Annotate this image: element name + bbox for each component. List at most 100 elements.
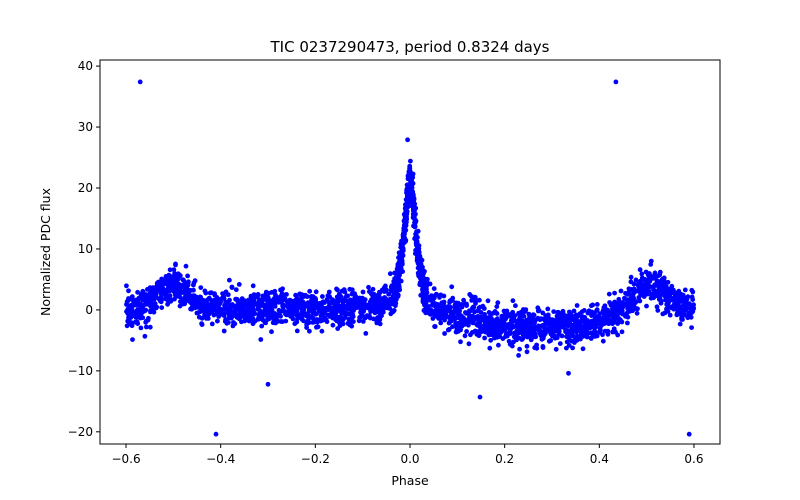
data-point <box>397 254 403 259</box>
data-point <box>517 346 522 352</box>
data-point <box>476 305 482 311</box>
data-point <box>204 316 209 321</box>
data-point <box>269 329 274 335</box>
data-point <box>172 296 177 302</box>
data-point <box>471 304 476 310</box>
x-axis-label: Phase <box>391 473 429 488</box>
data-point <box>620 304 626 309</box>
data-point <box>294 312 300 318</box>
data-point <box>648 262 654 267</box>
data-point <box>411 215 417 220</box>
data-point <box>272 301 278 307</box>
data-point <box>315 302 321 308</box>
data-point <box>459 313 464 319</box>
data-point <box>157 298 163 304</box>
data-point <box>341 297 347 303</box>
data-point <box>567 309 572 315</box>
data-point <box>548 331 554 337</box>
data-point <box>511 324 517 329</box>
data-point <box>344 305 350 311</box>
data-point <box>605 331 611 337</box>
data-point <box>258 337 264 342</box>
data-point <box>598 327 603 333</box>
data-point <box>665 308 671 314</box>
data-point <box>471 314 477 320</box>
x-tick-label: −0.6 <box>111 452 140 466</box>
data-point <box>125 307 130 313</box>
y-tick-label: 40 <box>78 59 93 73</box>
data-point <box>193 295 199 301</box>
data-point <box>126 311 132 317</box>
data-point <box>350 314 356 319</box>
data-point <box>362 305 368 311</box>
data-point <box>391 308 397 313</box>
data-point <box>272 288 278 294</box>
data-point <box>284 310 290 316</box>
data-point <box>215 307 221 313</box>
data-point <box>637 267 643 273</box>
data-point <box>494 304 500 309</box>
data-point <box>185 293 191 299</box>
data-point <box>600 315 606 321</box>
data-point <box>310 320 316 325</box>
data-point <box>147 324 153 330</box>
data-point <box>653 292 658 298</box>
data-point <box>427 297 433 303</box>
data-point <box>499 316 505 322</box>
data-point <box>384 297 390 303</box>
data-point <box>680 299 686 305</box>
data-point <box>597 311 603 317</box>
data-point <box>517 317 523 322</box>
data-point <box>571 308 577 314</box>
data-point <box>524 349 530 355</box>
data-point <box>680 293 686 299</box>
data-point <box>159 286 164 291</box>
data-point <box>654 304 660 310</box>
data-point <box>548 338 554 343</box>
data-point <box>658 300 664 306</box>
data-point <box>325 312 331 318</box>
data-point <box>165 293 171 299</box>
data-point <box>278 313 283 319</box>
data-point <box>172 284 178 290</box>
data-point <box>421 287 427 293</box>
data-point <box>375 315 381 320</box>
data-point <box>280 286 285 292</box>
data-point <box>516 310 521 316</box>
data-point <box>680 313 685 318</box>
data-point <box>348 297 353 303</box>
data-point <box>648 295 654 301</box>
x-tick-label: 0.0 <box>400 452 419 466</box>
data-point <box>551 309 557 314</box>
outlier-point <box>613 79 619 85</box>
data-point <box>299 295 305 300</box>
data-point <box>180 277 186 283</box>
data-point <box>203 307 209 313</box>
data-point <box>233 287 239 293</box>
data-point <box>198 285 204 290</box>
data-point <box>557 341 563 346</box>
data-point <box>138 325 144 331</box>
data-point <box>545 306 551 312</box>
data-point <box>523 308 528 314</box>
data-point <box>676 288 682 294</box>
data-point <box>671 306 677 312</box>
data-point <box>645 291 651 297</box>
data-point <box>541 324 547 330</box>
data-point <box>230 302 235 307</box>
data-point <box>564 322 570 328</box>
data-point <box>470 319 476 324</box>
data-point <box>513 319 519 325</box>
data-point <box>239 296 245 301</box>
data-point <box>223 289 229 295</box>
data-point <box>453 324 459 329</box>
data-point <box>239 319 244 325</box>
data-point <box>251 319 257 324</box>
data-point <box>276 299 281 305</box>
data-point <box>145 301 151 306</box>
data-point <box>485 298 491 304</box>
data-point <box>482 312 487 317</box>
data-point <box>403 207 409 213</box>
data-point <box>281 297 287 303</box>
